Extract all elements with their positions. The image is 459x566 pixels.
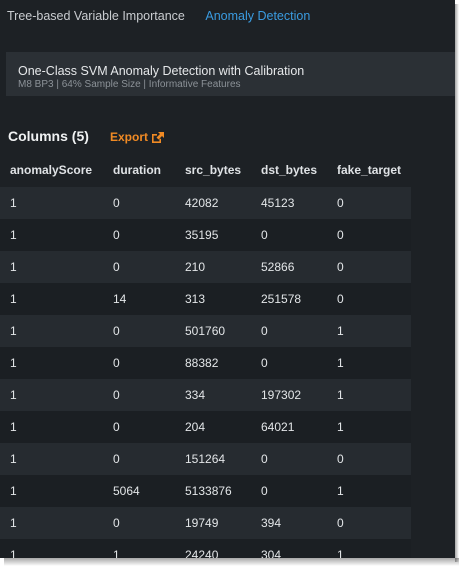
table-cell: 334 [185,388,206,402]
table-cell: 0 [261,356,268,370]
table-cell: 251578 [261,292,302,306]
column-header-anomalyscore: anomalyScore [10,163,93,177]
table-cell: 1 [10,228,17,242]
table-cell: 0 [113,228,120,242]
table-cell: 1 [10,356,17,370]
model-info-box: One-Class SVM Anomaly Detection with Cal… [6,52,455,96]
table-row: 1 0 88382 0 1 [0,347,411,379]
table-cell: 1 [337,388,344,402]
table-cell: 313 [185,292,206,306]
anomaly-detection-panel: Tree-based Variable Importance Anomaly D… [0,0,455,558]
table-cell: 0 [337,260,344,274]
table-cell: 35195 [185,228,219,242]
table-row: 1 0 35195 0 0 [0,219,411,251]
export-label: Export [110,130,149,144]
table-cell: 1 [10,196,17,210]
table-cell: 1 [113,548,120,558]
table-cell: 19749 [185,516,219,530]
table-cell: 1 [337,356,344,370]
table-cell: 0 [261,324,268,338]
table-cell: 1 [10,484,17,498]
table-cell: 501760 [185,324,226,338]
table-cell: 0 [337,452,344,466]
columns-heading: Columns (5) [8,128,89,144]
table-cell: 0 [113,516,120,530]
table-cell: 1 [337,484,344,498]
table-cell: 0 [261,452,268,466]
table-cell: 0 [113,196,120,210]
table-cell: 1 [10,548,17,558]
table-cell: 0 [113,324,120,338]
table-cell: 0 [337,292,344,306]
external-link-icon [152,131,165,143]
tab-anomaly-detection[interactable]: Anomaly Detection [205,9,311,23]
table-cell: 394 [261,516,282,530]
table-cell: 0 [261,484,268,498]
table-cell: 0 [113,260,120,274]
table-cell: 151264 [185,452,226,466]
table-cell: 210 [185,260,206,274]
table-cell: 88382 [185,356,219,370]
table-cell: 0 [113,388,120,402]
table-cell: 204 [185,420,206,434]
export-button[interactable]: Export [110,130,165,144]
column-header-duration: duration [113,163,161,177]
model-subtitle: M8 BP3 | 64% Sample Size | Informative F… [18,79,241,90]
table-cell: 45123 [261,196,295,210]
table-cell: 1 [10,388,17,402]
table-row: 1 0 210 52866 0 [0,251,411,283]
table-cell: 5133876 [185,484,232,498]
column-header-fake-target: fake_target [337,163,402,177]
table-row: 1 5064 5133876 0 1 [0,475,411,507]
tab-tree-based-variable-importance[interactable]: Tree-based Variable Importance [7,9,185,23]
panel-shadow-bottom [4,558,459,566]
model-title: One-Class SVM Anomaly Detection with Cal… [18,64,305,78]
table-row: 1 0 204 64021 1 [0,411,411,443]
table-cell: 14 [113,292,127,306]
table-row: 1 0 19749 394 0 [0,507,411,539]
table-cell: 1 [10,260,17,274]
table-row: 1 0 334 197302 1 [0,379,411,411]
table-cell: 24240 [185,548,219,558]
table-cell: 1 [10,292,17,306]
table-cell: 52866 [261,260,295,274]
table-cell: 0 [337,516,344,530]
table-cell: 1 [337,324,344,338]
table-row: 1 1 24240 304 1 [0,539,411,558]
table-cell: 1 [337,548,344,558]
table-row: 1 14 313 251578 0 [0,283,411,315]
panel-shadow-right [455,4,459,562]
table-cell: 1 [10,420,17,434]
table-cell: 0 [337,228,344,242]
table-row: 1 0 151264 0 0 [0,443,411,475]
tab-bar: Tree-based Variable Importance Anomaly D… [7,9,327,23]
table-cell: 304 [261,548,282,558]
table-cell: 0 [261,228,268,242]
table-row: 1 0 501760 0 1 [0,315,411,347]
table-cell: 1 [337,420,344,434]
table-row: 1 0 42082 45123 0 [0,187,411,219]
table-cell: 64021 [261,420,295,434]
table-cell: 0 [113,452,120,466]
table-cell: 0 [113,356,120,370]
table-cell: 1 [10,324,17,338]
column-header-src-bytes: src_bytes [185,163,242,177]
table-cell: 197302 [261,388,302,402]
table-cell: 42082 [185,196,219,210]
table-body: 1 0 42082 45123 0 1 0 35195 0 0 1 0 210 52866 0 1 14 313 2… [0,187,411,558]
column-header-dst-bytes: dst_bytes [261,163,318,177]
table-cell: 1 [10,452,17,466]
table-cell: 0 [337,196,344,210]
table-cell: 0 [113,420,120,434]
table-cell: 5064 [113,484,140,498]
table-cell: 1 [10,516,17,530]
